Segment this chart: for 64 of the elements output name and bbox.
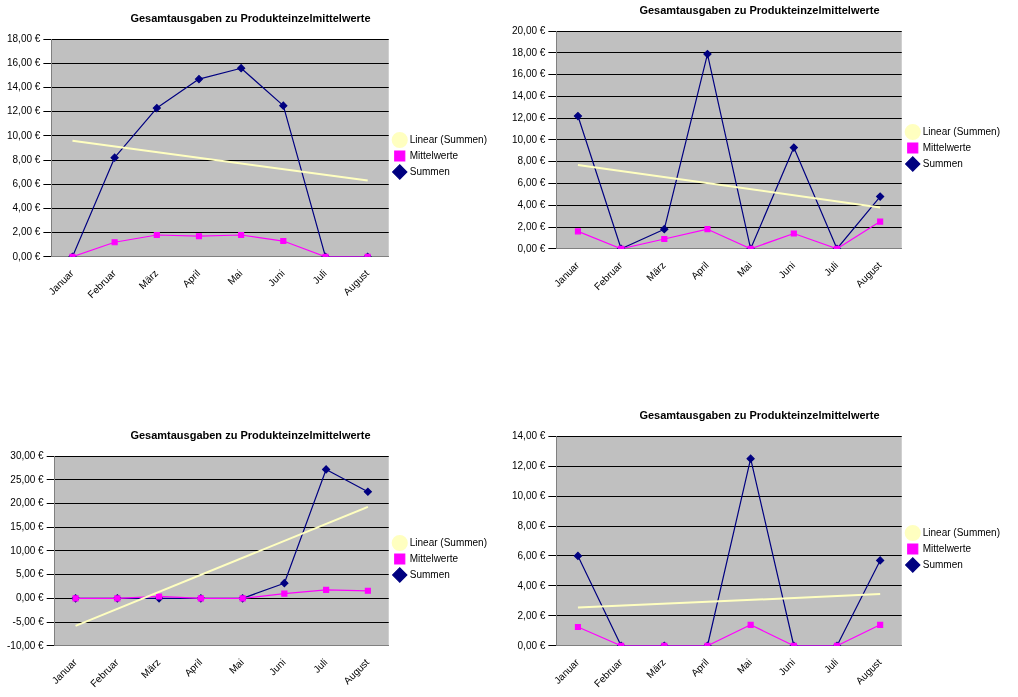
y-tick-label: 2,00 € (12, 226, 41, 238)
legend-label: Linear (Summen) (409, 536, 488, 548)
y-tick-label: 14,00 € (511, 90, 546, 102)
y-tick-label: 18,00 € (6, 32, 41, 44)
chart-title: Gesamtausgaben zu Produkteinzelmittelwerte (130, 428, 371, 441)
y-tick-label: 0,00 € (15, 592, 45, 604)
x-tick-label: Juli (821, 656, 841, 675)
x-tick-label: Mai (734, 259, 754, 279)
y-tick-label: 6,00 € (517, 549, 546, 561)
x-tick-label: Juli (310, 267, 329, 286)
legend-label: Mittelwerte (922, 141, 972, 153)
y-tick-label: 16,00 € (511, 68, 546, 80)
legend-label: Mittelwerte (409, 552, 459, 564)
legend-label: Mittelwerte (922, 542, 972, 554)
legend-label: Linear (Summen) (922, 526, 1001, 538)
y-tick-label: 12,00 € (6, 105, 41, 117)
y-tick-label: 6,00 € (517, 177, 546, 189)
y-tick-label: 18,00 € (511, 46, 546, 58)
y-tick-label: 12,00 € (511, 111, 546, 123)
y-tick-label: 30,00 € (10, 449, 45, 461)
y-tick-label: 25,00 € (10, 473, 45, 485)
y-tick-label: 2,00 € (517, 220, 546, 232)
y-tick-label: 10,00 € (511, 133, 546, 145)
y-tick-label: -10,00 € (6, 639, 45, 651)
chart-title: Gesamtausgaben zu Produkteinzelmittelwerte (130, 11, 371, 24)
legend-label: Mittelwerte (409, 149, 459, 161)
y-tick-label: 10,00 € (6, 129, 41, 141)
legend-label: Summen (409, 568, 450, 580)
chart-title: Gesamtausgaben zu Produkteinzelmittelwerte (639, 408, 880, 421)
y-tick-label: 0,00 € (517, 242, 546, 254)
y-tick-label: 16,00 € (6, 57, 41, 69)
y-tick-label: 8,00 € (517, 155, 546, 167)
y-tick-label: 4,00 € (12, 202, 41, 214)
y-tick-label: 5,00 € (15, 568, 45, 580)
y-tick-label: 14,00 € (6, 81, 41, 93)
y-tick-label: 20,00 € (511, 24, 546, 36)
legend-label: Linear (Summen) (409, 133, 488, 145)
y-tick-label: 8,00 € (12, 153, 41, 165)
chart-title: Gesamtausgaben zu Produkteinzelmittelwerte (639, 3, 880, 16)
y-tick-label: 20,00 € (10, 497, 45, 509)
y-tick-label: 12,00 € (511, 459, 546, 471)
x-tick-label: Juli (821, 259, 841, 278)
y-tick-label: 4,00 € (517, 198, 546, 210)
y-tick-label: 10,00 € (511, 489, 546, 501)
y-tick-label: 6,00 € (12, 177, 41, 189)
legend-label: Summen (922, 558, 963, 570)
x-tick-label: Mai (226, 656, 246, 676)
y-tick-label: 10,00 € (10, 544, 45, 556)
x-tick-label: Juni (776, 656, 798, 678)
y-tick-label: 0,00 € (517, 639, 546, 651)
y-tick-label: 2,00 € (517, 609, 546, 621)
x-tick-label: Mai (734, 656, 754, 676)
x-tick-label: Mai (225, 267, 245, 287)
y-tick-label: 15,00 € (10, 521, 45, 533)
legend-label: Summen (409, 165, 450, 177)
x-tick-label: Juli (311, 656, 330, 675)
x-tick-label: Juni (776, 259, 798, 281)
y-tick-label: 4,00 € (517, 579, 546, 591)
legend-label: Linear (Summen) (922, 125, 1001, 137)
y-tick-label: 0,00 € (12, 250, 41, 262)
legend-label: Summen (922, 157, 963, 169)
y-tick-label: 14,00 € (511, 429, 546, 441)
y-tick-label: 8,00 € (517, 519, 546, 531)
y-tick-label: -5,00 € (12, 615, 45, 627)
